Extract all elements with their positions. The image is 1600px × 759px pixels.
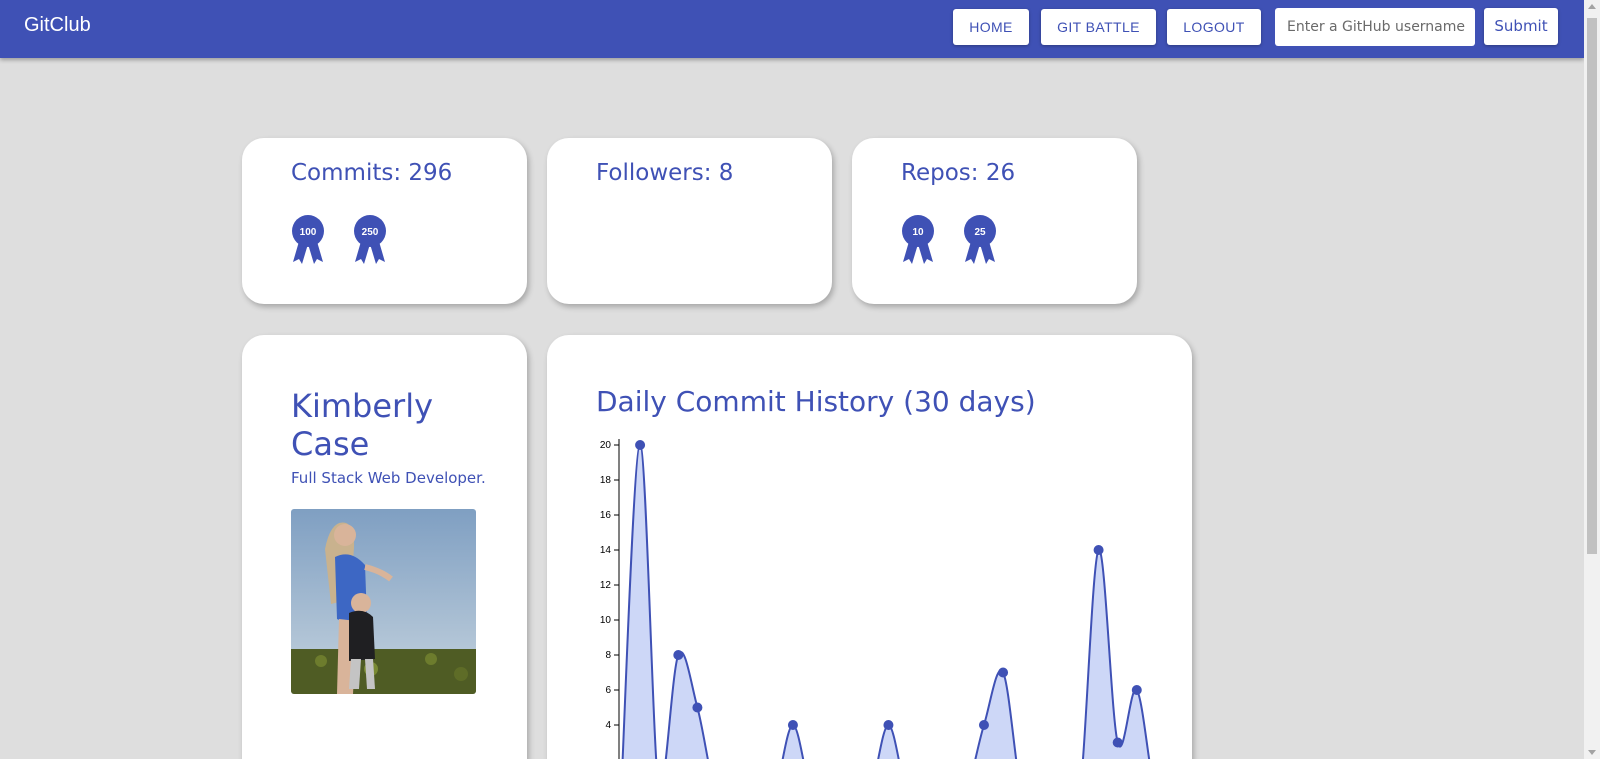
followers-count: Followers: 8 bbox=[596, 160, 734, 186]
git-battle-button[interactable]: GIT BATTLE bbox=[1041, 9, 1156, 45]
y-tick-label: 8 bbox=[605, 650, 611, 661]
scroll-down-icon[interactable] bbox=[1588, 750, 1596, 755]
avatar bbox=[291, 509, 476, 694]
data-point bbox=[1131, 685, 1142, 695]
badge-label: 25 bbox=[974, 227, 986, 238]
commits-count: Commits: 296 bbox=[291, 160, 453, 186]
data-point bbox=[673, 650, 684, 660]
badge-label: 10 bbox=[912, 227, 924, 238]
y-tick-label: 14 bbox=[600, 545, 612, 556]
profile-subtitle: Full Stack Web Developer. bbox=[291, 469, 486, 487]
y-tick-label: 18 bbox=[600, 475, 612, 486]
followers-card: Followers: 8 bbox=[547, 138, 832, 304]
scroll-thumb[interactable] bbox=[1587, 18, 1597, 554]
home-button[interactable]: HOME bbox=[953, 9, 1029, 45]
profile-card: Kimberly Case Full Stack Web Developer. bbox=[242, 335, 527, 759]
brand-logo[interactable]: GitClub bbox=[24, 14, 91, 36]
logout-button[interactable]: LOGOUT bbox=[1167, 9, 1261, 45]
data-point bbox=[998, 667, 1009, 678]
chart-title: Daily Commit History (30 days) bbox=[596, 385, 1036, 418]
data-point bbox=[883, 720, 894, 730]
ribbon-100-icon: 100 bbox=[292, 215, 324, 264]
submit-button[interactable]: Submit bbox=[1484, 8, 1558, 45]
area-fill bbox=[622, 445, 1150, 759]
data-point bbox=[1112, 737, 1123, 748]
ribbon-250-icon: 250 bbox=[354, 215, 386, 264]
commit-history-chart: 4 6 8 10 12 14 16 18 20 bbox=[600, 439, 1151, 759]
badge-label: 100 bbox=[300, 227, 317, 238]
badge-label: 250 bbox=[362, 227, 379, 238]
scroll-up-icon[interactable] bbox=[1588, 4, 1596, 9]
y-tick-label: 20 bbox=[600, 440, 612, 451]
y-tick-label: 12 bbox=[600, 580, 612, 591]
data-point bbox=[787, 720, 798, 730]
repos-card: Repos: 26 10 25 bbox=[852, 138, 1137, 304]
data-point bbox=[1093, 545, 1104, 555]
data-point bbox=[635, 440, 646, 450]
commits-card: Commits: 296 100 250 bbox=[242, 138, 527, 304]
data-point bbox=[978, 720, 989, 730]
top-navbar: GitClub HOME GIT BATTLE LOGOUT Submit bbox=[0, 0, 1584, 58]
repos-count: Repos: 26 bbox=[901, 160, 1016, 186]
y-tick-label: 6 bbox=[605, 685, 611, 696]
commit-history-card: Daily Commit History (30 days) 4 6 8 10 12 14… bbox=[547, 335, 1192, 759]
ribbon-10-icon: 10 bbox=[902, 215, 934, 264]
y-tick-label: 16 bbox=[600, 510, 612, 521]
profile-name: Kimberly Case bbox=[291, 387, 434, 463]
github-username-input[interactable] bbox=[1275, 8, 1475, 46]
y-tick-label: 10 bbox=[600, 615, 612, 626]
data-point bbox=[692, 702, 703, 713]
ribbon-25-icon: 25 bbox=[964, 215, 996, 264]
page-scrollbar[interactable] bbox=[1584, 0, 1600, 759]
y-tick-label: 4 bbox=[605, 720, 611, 731]
